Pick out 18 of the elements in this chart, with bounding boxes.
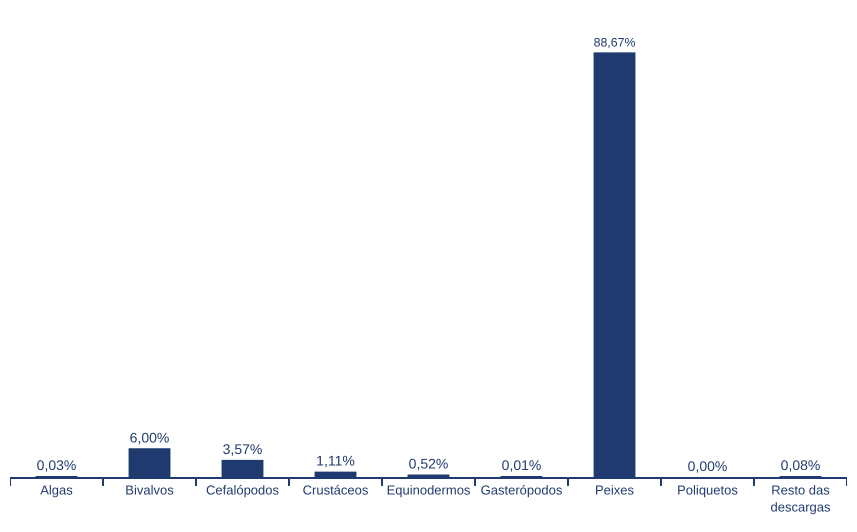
data-label: 3,57% [222,440,262,457]
data-label: 0,00% [688,458,728,474]
x-tick-label: Resto das descargas [770,482,831,514]
data-label: 1,11% [316,452,355,469]
x-tick-label: Algas [40,482,74,498]
x-tick-label: Crustáceos [302,482,369,498]
data-label: 0,52% [408,456,448,472]
data-label: 0,03% [36,457,76,473]
x-tick-label: Gasterópodos [480,482,563,498]
x-tick-label: Bivalvos [125,482,174,498]
data-label: 0,08% [780,457,820,473]
x-tick-label: Poliquetos [677,482,738,498]
data-label: 88,67% [594,36,636,50]
data-label: 0,01% [502,457,542,473]
x-tick-label: Cefalópodos [206,482,280,498]
data-label: 6,00% [130,429,170,446]
x-tick-label: Equinodermos [386,482,471,498]
x-tick-label: Peixes [594,482,635,498]
